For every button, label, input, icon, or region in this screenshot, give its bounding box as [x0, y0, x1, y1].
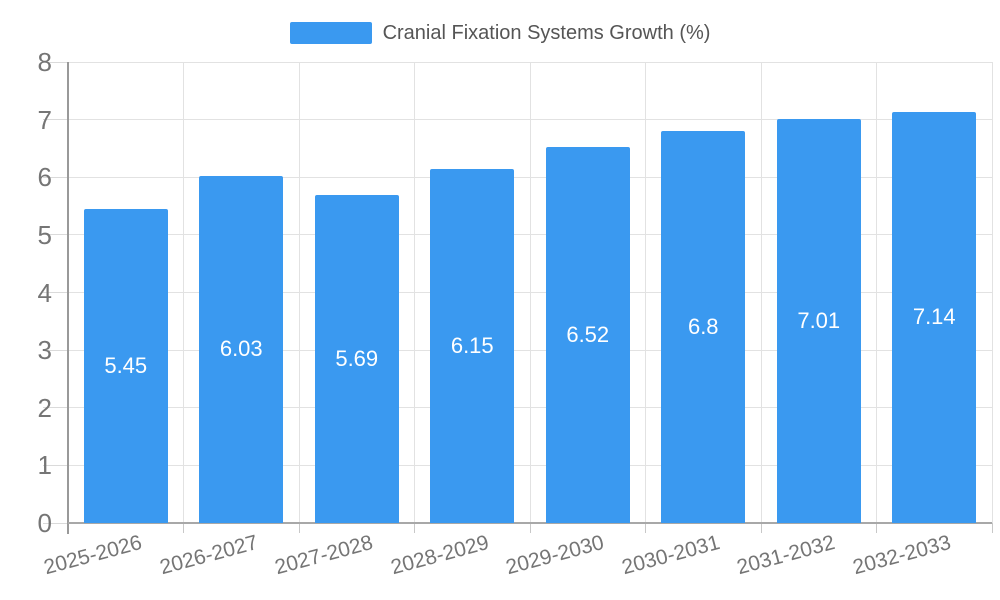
y-axis-tick	[43, 407, 68, 409]
x-axis-tick	[760, 523, 762, 533]
x-axis-tick	[991, 523, 993, 533]
gridline-vertical	[529, 62, 531, 523]
gridline-vertical	[414, 62, 415, 523]
bar-value-label: 6.52	[566, 322, 610, 348]
gridline-vertical	[760, 62, 762, 523]
y-axis-tick	[43, 292, 68, 293]
gridline-vertical	[183, 62, 184, 523]
y-axis-label: 5	[37, 219, 52, 250]
bar-value-label: 6.8	[687, 314, 719, 340]
y-axis-tick	[43, 234, 68, 236]
x-axis-label-2031-2032: 2031-2032	[734, 531, 838, 580]
bar-value-label: 7.01	[797, 308, 841, 334]
x-axis-tick	[529, 523, 531, 533]
y-axis-label: 7	[37, 104, 52, 135]
legend-label: Cranial Fixation Systems Growth (%)	[382, 21, 711, 44]
x-axis-tick	[876, 523, 877, 533]
x-axis-label-2030-2031: 2030-2031	[619, 531, 723, 580]
x-axis-label-2025-2026: 2025-2026	[41, 531, 145, 580]
y-axis-label: 8	[37, 47, 52, 77]
bar-2032-2033[interactable]: 7.14	[892, 111, 977, 523]
y-axis-line	[67, 62, 69, 534]
bar-value-label: 6.15	[450, 332, 494, 358]
bar-2028-2029[interactable]: 6.15	[430, 168, 515, 523]
y-axis-label: 2	[37, 392, 52, 423]
y-axis-label: 1	[37, 450, 52, 481]
bar-2027-2028[interactable]: 5.69	[314, 195, 399, 523]
y-axis-tick	[43, 349, 68, 351]
bar-value-label: 7.14	[912, 304, 956, 330]
bar-2026-2027[interactable]: 6.03	[199, 175, 284, 523]
x-axis-tick	[414, 523, 415, 533]
y-axis-label: 0	[37, 508, 52, 538]
bar-2031-2032[interactable]: 7.01	[776, 119, 861, 523]
bar-2025-2026[interactable]: 5.45	[83, 208, 168, 523]
y-axis-tick	[43, 464, 68, 466]
gridline-vertical	[298, 62, 300, 523]
x-axis-tick	[183, 523, 184, 533]
gridline-vertical	[991, 62, 993, 523]
bar-value-label: 5.45	[104, 352, 148, 378]
x-axis-label-2026-2027: 2026-2027	[157, 531, 261, 580]
bar-value-label: 6.03	[219, 336, 263, 362]
x-axis-label-2028-2029: 2028-2029	[388, 531, 492, 580]
y-axis-tick	[43, 176, 68, 178]
x-axis-label-2032-2033: 2032-2033	[850, 531, 954, 580]
bar-2029-2030[interactable]: 6.52	[545, 147, 630, 523]
y-axis-label: 3	[37, 335, 52, 366]
legend[interactable]: Cranial Fixation Systems Growth (%)	[0, 10, 1000, 56]
x-axis-tick	[298, 523, 300, 533]
legend-swatch	[289, 22, 372, 44]
x-axis-baseline	[68, 522, 992, 524]
y-axis-tick	[43, 61, 68, 63]
y-axis-label: 4	[37, 277, 52, 308]
y-axis-tick	[43, 522, 68, 524]
y-axis-label: 6	[37, 162, 52, 193]
bar-value-label: 5.69	[335, 346, 379, 372]
gridline-vertical	[645, 62, 646, 523]
x-axis-label-2027-2028: 2027-2028	[272, 531, 376, 580]
bar-2030-2031[interactable]: 6.8	[661, 131, 746, 523]
y-axis-tick	[43, 119, 68, 121]
x-axis-label-2029-2030: 2029-2030	[503, 531, 607, 580]
x-axis-tick	[645, 523, 646, 533]
gridline-vertical	[876, 62, 877, 523]
